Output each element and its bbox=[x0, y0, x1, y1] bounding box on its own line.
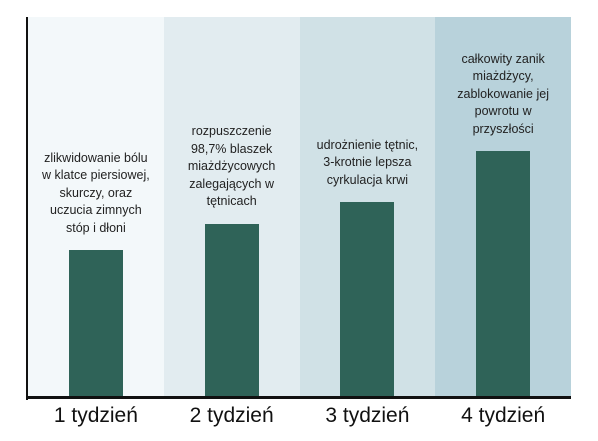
x-tick-label: 3 tydzień bbox=[325, 404, 410, 427]
bar-annotation: całkowity zanik miażdżycy, zablokowanie … bbox=[457, 51, 549, 136]
x-axis bbox=[26, 396, 571, 399]
x-tick-label: 4 tydzień bbox=[461, 404, 546, 427]
bar bbox=[340, 202, 395, 396]
bar-annotation: rozpuszczenie 98,7% blaszek miażdżycowyc… bbox=[187, 124, 276, 209]
bar bbox=[476, 151, 531, 396]
x-tick-label: 1 tydzień bbox=[53, 404, 138, 427]
x-tick-label: 2 tydzień bbox=[189, 404, 274, 427]
bar bbox=[204, 223, 259, 396]
y-axis bbox=[26, 17, 28, 400]
bar-annotation: zlikwidowanie bólu w klatce piersiowej, … bbox=[42, 150, 150, 235]
bar-annotation: udrożnienie tętnic, 3-krotnie lepsza cyr… bbox=[316, 137, 419, 187]
bar bbox=[68, 250, 123, 396]
